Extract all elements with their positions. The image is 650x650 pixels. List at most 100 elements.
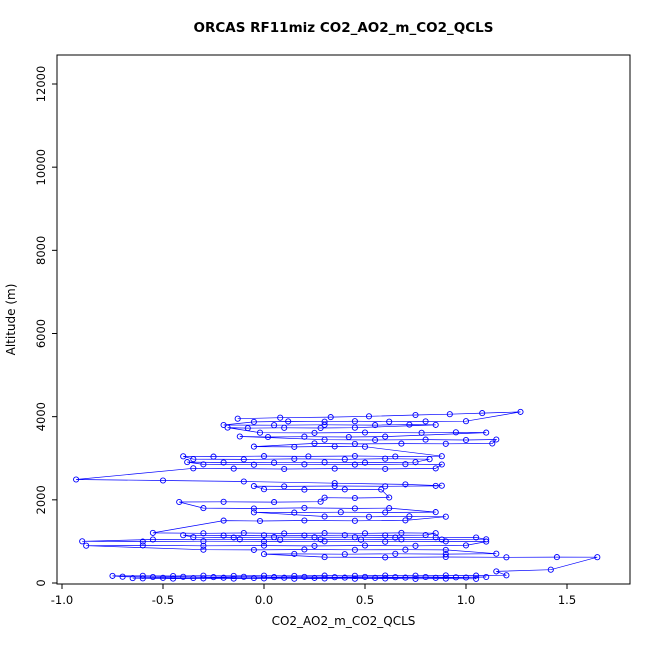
data-point-marker [351, 452, 358, 460]
data-point-marker [493, 550, 500, 557]
data-point-marker [341, 456, 348, 463]
data-point-marker [129, 575, 136, 582]
data-point-marker [452, 574, 459, 581]
data-point-marker [159, 574, 167, 581]
data-point-marker [412, 572, 419, 579]
data-point-marker [483, 536, 490, 543]
data-point-marker [382, 465, 389, 472]
data-point-marker [200, 461, 207, 468]
data-point-marker [170, 572, 177, 580]
data-point-marker [200, 505, 207, 512]
data-point-marker [382, 554, 389, 561]
data-point-marker [281, 465, 288, 473]
data-point-marker [341, 551, 348, 558]
data-point-marker [473, 575, 480, 582]
data-point-marker [547, 566, 554, 573]
data-point-marker [311, 429, 318, 436]
data-point-marker [412, 575, 419, 582]
data-point-marker [256, 429, 264, 436]
data-point-marker [345, 433, 352, 441]
data-point-marker [422, 573, 429, 581]
data-point-marker [382, 575, 389, 582]
data-point-marker [250, 461, 257, 468]
data-point-marker [351, 575, 358, 582]
data-point-marker [365, 513, 373, 520]
data-point-marker [351, 494, 358, 502]
y-tick-label: 10000 [34, 149, 48, 186]
data-point-marker [250, 574, 257, 582]
data-point-marker [351, 418, 358, 425]
data-point-marker [311, 574, 318, 581]
data-point-marker [406, 421, 413, 428]
data-point-marker [180, 573, 187, 580]
data-point-marker [442, 538, 449, 545]
data-point-marker [240, 529, 247, 537]
data-point-marker [321, 513, 328, 520]
data-point-marker [271, 459, 278, 466]
data-point-marker [392, 550, 399, 557]
data-point-marker [301, 504, 308, 511]
data-point-marker [351, 461, 358, 468]
data-point-marker [382, 509, 389, 516]
data-point-marker [493, 436, 500, 443]
data-point-marker [483, 429, 490, 436]
data-point-marker [139, 538, 146, 545]
data-point-marker [190, 465, 197, 472]
data-point-marker [240, 478, 247, 485]
data-point-marker [159, 477, 167, 484]
data-point-marker [260, 532, 268, 539]
data-point-marker [301, 532, 308, 539]
data-point-marker [365, 413, 373, 420]
data-point-marker [357, 536, 365, 543]
data-point-marker [426, 456, 433, 463]
x-tick-label: 0.5 [356, 593, 374, 607]
data-point-marker [200, 530, 207, 537]
data-point-marker [321, 538, 328, 545]
data-point-marker [139, 542, 146, 549]
x-tick-label: -1.0 [51, 593, 73, 607]
data-point-marker [264, 433, 272, 441]
data-point-marker [230, 575, 237, 582]
data-point-marker [392, 574, 399, 581]
data-point-marker [190, 456, 197, 463]
data-point-marker [250, 546, 257, 553]
data-point-marker [432, 534, 439, 541]
data-point-marker [301, 433, 308, 440]
data-point-marker [220, 532, 227, 539]
data-point-marker [462, 418, 470, 425]
data-point-marker [321, 418, 328, 425]
data-point-marker [442, 575, 449, 582]
data-point-marker [281, 424, 288, 431]
data-point-marker [271, 499, 278, 506]
data-point-marker [83, 542, 90, 549]
data-point-marker [442, 551, 449, 558]
data-point-marker [402, 517, 409, 524]
data-point-marker [517, 408, 524, 415]
data-point-marker [331, 443, 338, 450]
data-point-marker [341, 486, 348, 493]
data-point-marker [170, 575, 177, 582]
data-point-marker [73, 476, 80, 483]
data-point-marker [382, 455, 389, 462]
data-point-marker [442, 546, 449, 553]
data-point-marker [503, 554, 510, 561]
data-point-marker [305, 453, 312, 460]
data-point-marker [224, 424, 231, 431]
data-point-marker [240, 573, 247, 580]
data-point-marker [176, 498, 183, 506]
data-point-marker [149, 529, 156, 536]
data-point-marker [250, 505, 257, 512]
data-point-marker [321, 421, 328, 428]
data-point-marker [139, 575, 146, 582]
data-point-marker [351, 534, 358, 541]
data-point-marker [442, 572, 449, 579]
data-point-marker [398, 529, 405, 536]
data-point-marker [256, 517, 264, 525]
data-point-marker [250, 509, 257, 516]
data-point-marker [382, 433, 389, 440]
data-point-marker [180, 532, 187, 539]
data-point-marker [422, 436, 429, 443]
data-point-marker [422, 532, 429, 539]
data-point-marker [418, 429, 425, 436]
data-point-marker [372, 574, 379, 581]
